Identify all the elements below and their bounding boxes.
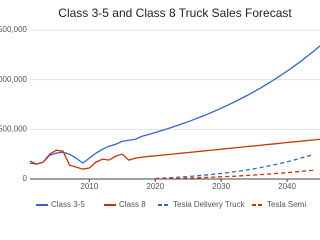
legend-label: Class 3-5 — [51, 200, 85, 209]
chart: Class 3-5 and Class 8 Truck Sales Foreca… — [0, 6, 320, 209]
x-tick-label: 2020 — [146, 182, 164, 191]
x-tick-label: 2030 — [212, 182, 230, 191]
y-tick-label: 1,000,000 — [0, 75, 28, 84]
legend-item: Class 8 — [104, 200, 146, 209]
series-line — [29, 45, 320, 165]
series-line — [29, 138, 320, 170]
series-line — [155, 169, 314, 180]
legend-label: Class 8 — [119, 200, 146, 209]
legend-item: Class 3-5 — [36, 200, 85, 209]
legend-item: Tesla Delivery Truck — [158, 200, 246, 209]
legend-label: Tesla Semi — [267, 200, 306, 209]
x-tick-label: 2010 — [80, 182, 98, 191]
legend-item: Tesla Semi — [252, 200, 306, 209]
series-line — [155, 153, 314, 180]
y-tick-label: 0 — [23, 174, 28, 183]
chart-title: Class 3-5 and Class 8 Truck Sales Foreca… — [58, 6, 292, 20]
y-tick-label: 500,000 — [0, 124, 28, 133]
legend-label: Tesla Delivery Truck — [173, 200, 246, 209]
x-tick-label: 2040 — [278, 182, 296, 191]
y-tick-label: 1,500,000 — [0, 25, 28, 34]
